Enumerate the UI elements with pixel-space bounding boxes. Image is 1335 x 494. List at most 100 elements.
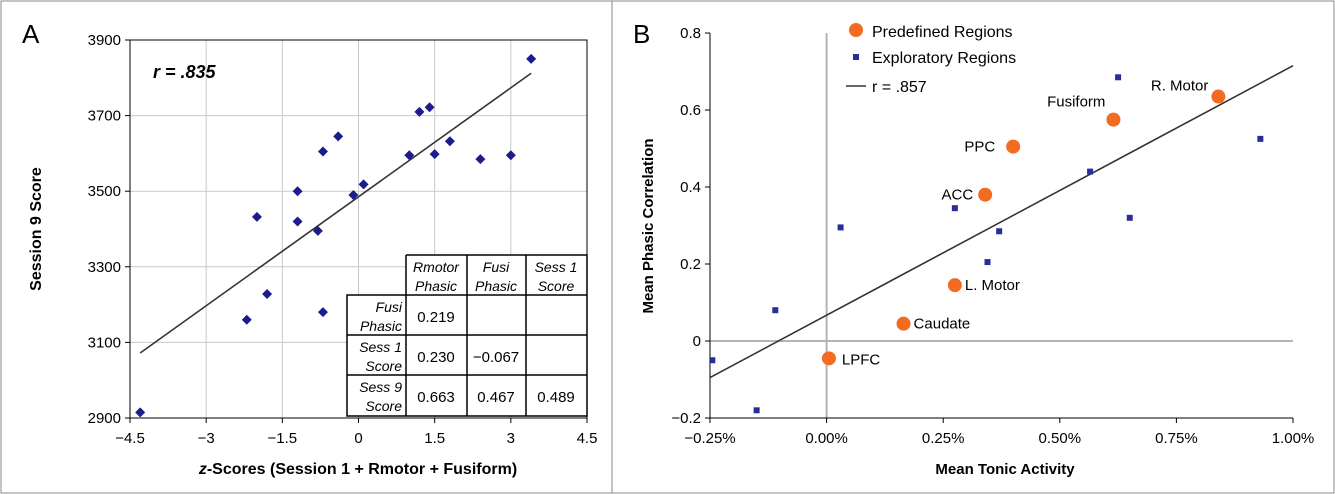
panel-b-point-label: R. Motor [1151, 78, 1209, 95]
panel-a-data-point [241, 314, 252, 325]
table-col-header-3-line-2: Score [538, 278, 575, 294]
panel-a-points [135, 53, 537, 418]
panel-b-xtick-label: 0.50% [1039, 430, 1082, 447]
correlation-table: Rmotor Phasic Fusi Phasic Sess 1 Score F… [346, 254, 588, 417]
panel-b-exploratory-point [951, 205, 958, 212]
panel-a-xtick-label: −1.5 [268, 430, 298, 447]
panel-b-ytick-label: −0.2 [671, 410, 701, 427]
panel-b-label: B [633, 19, 650, 49]
table-cell-r2-c1: 0.230 [417, 349, 455, 366]
table-cell-r3-c1: 0.663 [417, 389, 455, 406]
panel-a-data-point [317, 307, 328, 318]
panel-a-xtick-label: 3 [507, 430, 515, 447]
panel-a-data-point [404, 150, 415, 161]
panel-a-fit-line [139, 72, 532, 354]
panel-b-point-label: LPFC [842, 351, 881, 368]
table-col-header-1-line-1: Rmotor [413, 259, 460, 275]
table-row-header-2-line-2: Score [365, 358, 402, 374]
panel-a-data-point [505, 150, 516, 161]
panel-a-ytick-label: 3900 [88, 32, 121, 49]
panel-a-data-point [251, 211, 262, 222]
panel-b-exploratory-point [984, 259, 991, 266]
panel-b-point-labels: LPFC Caudate L. Motor ACC PPC Fusiform R. Moto… [842, 78, 1208, 369]
panel-b-point-label: ACC [942, 187, 974, 204]
table-header-column-bg [347, 295, 406, 416]
panel-b-ytick-label: 0.4 [680, 179, 701, 196]
panel-b-exploratory-point [837, 224, 844, 231]
panel-a-data-point [292, 216, 303, 227]
legend-predefined-label: Predefined Regions [872, 24, 1013, 41]
panel-a-ytick-label: 3300 [88, 259, 121, 276]
panel-b-xtick-label: −0.25% [684, 430, 735, 447]
table-col-header-2-line-2: Phasic [475, 278, 517, 294]
table-row-header-1-line-2: Phasic [360, 318, 402, 334]
panel-b-exploratory-points [709, 74, 1264, 414]
panel-a-data-point [262, 289, 273, 300]
panel-a-ytick-label: 3100 [88, 334, 121, 351]
panel-b-legend: Predefined Regions Exploratory Regions r… [846, 23, 1016, 96]
table-cell-r1-c1: 0.219 [417, 309, 455, 326]
panel-a-data-point [424, 102, 435, 113]
panel-a-tick-labels: 2900 3100 3300 3500 3700 3900 −4.5 −3 −1.5 0 1.5 3 4… [88, 32, 598, 447]
panel-a-ytick-label: 3500 [88, 183, 121, 200]
panel-a-data-point [358, 179, 369, 190]
panel-b-point-label: Caudate [914, 316, 971, 333]
panel-b-fit-line [709, 65, 1294, 379]
panel-b-predefined-point [1006, 139, 1021, 154]
panel-b-exploratory-point [1115, 74, 1122, 81]
panel-a-annotation: r = .835 [153, 62, 217, 82]
panel-a-data-point [444, 136, 455, 147]
table-col-header-3-line-1: Sess 1 [535, 259, 578, 275]
panel-b-predefined-points [821, 89, 1226, 366]
table-cell-r3-c3: 0.489 [537, 389, 575, 406]
panel-b-ytick-label: 0.2 [680, 256, 701, 273]
panel-b-ytick-label: 0 [693, 333, 701, 350]
panel-b-exploratory-point [753, 407, 760, 414]
panel-a-ytick-label: 2900 [88, 410, 121, 427]
panel-a-data-point [414, 106, 425, 117]
table-col-header-1-line-2: Phasic [415, 278, 457, 294]
panel-b-xtick-label: 0.75% [1155, 430, 1198, 447]
legend-exploratory-label: Exploratory Regions [872, 50, 1016, 67]
panel-b-exploratory-point [1126, 214, 1133, 221]
panel-b-xlabel: Mean Tonic Activity [935, 461, 1075, 478]
panel-b-axes [705, 32, 1294, 423]
panel-a-data-point [475, 154, 486, 165]
table-row-header-1-line-1: Fusi [376, 299, 403, 315]
table-row-header-2-line-1: Sess 1 [359, 339, 402, 355]
panel-a-data-point [292, 186, 303, 197]
panel-b-xtick-label: 0.00% [805, 430, 848, 447]
panel-b-xtick-label: 1.00% [1272, 430, 1315, 447]
panel-b-predefined-point [896, 316, 911, 331]
panel-a-xtick-label: −3 [198, 430, 215, 447]
panel-a-data-point [312, 225, 323, 236]
panel-a-xtick-label: −4.5 [115, 430, 145, 447]
panel-a-xtick-label: 0 [354, 430, 362, 447]
panel-b-point-label: Fusiform [1047, 94, 1105, 111]
panel-a-xlabel: z-Scores (Session 1 + Rmotor + Fusiform) [198, 461, 517, 478]
panel-b-exploratory-point [1087, 168, 1094, 175]
panel-b-exploratory-point [1257, 135, 1264, 142]
table-row-header-3-line-1: Sess 9 [359, 379, 402, 395]
panel-a-xtick-label: 4.5 [577, 430, 598, 447]
panel-a-xlabel-rest: -Scores (Session 1 + Rmotor + Fusiform) [207, 461, 517, 478]
panel-a-data-point [348, 189, 359, 200]
panel-b-ytick-label: 0.8 [680, 25, 701, 42]
panel-a-data-point [333, 131, 344, 142]
panel-a-data-point [135, 407, 146, 418]
panel-b-point-label: PPC [964, 139, 995, 156]
table-cell-r2-c2: −0.067 [473, 349, 519, 366]
panel-a-ytick-label: 3700 [88, 108, 121, 125]
panel-b: B −0.2 0 0.2 0.4 0.6 0.8 −0.25% 0.00% 0.25% 0.50%… [633, 19, 1314, 478]
panel-a: A 2900 3100 3300 3500 3700 3900 −4.5 −3 −1.5 0 1.5… [22, 19, 597, 478]
panel-b-ytick-label: 0.6 [680, 102, 701, 119]
panel-a-data-point [429, 149, 440, 160]
panel-a-data-point [317, 146, 328, 157]
legend-fit-label: r = .857 [872, 79, 927, 96]
panel-a-ylabel: Session 9 Score [28, 167, 45, 291]
panel-b-tick-labels: −0.2 0 0.2 0.4 0.6 0.8 −0.25% 0.00% 0.25% 0.50% 0.… [671, 25, 1314, 447]
panel-a-label: A [22, 19, 40, 49]
panel-b-exploratory-point [772, 307, 779, 314]
